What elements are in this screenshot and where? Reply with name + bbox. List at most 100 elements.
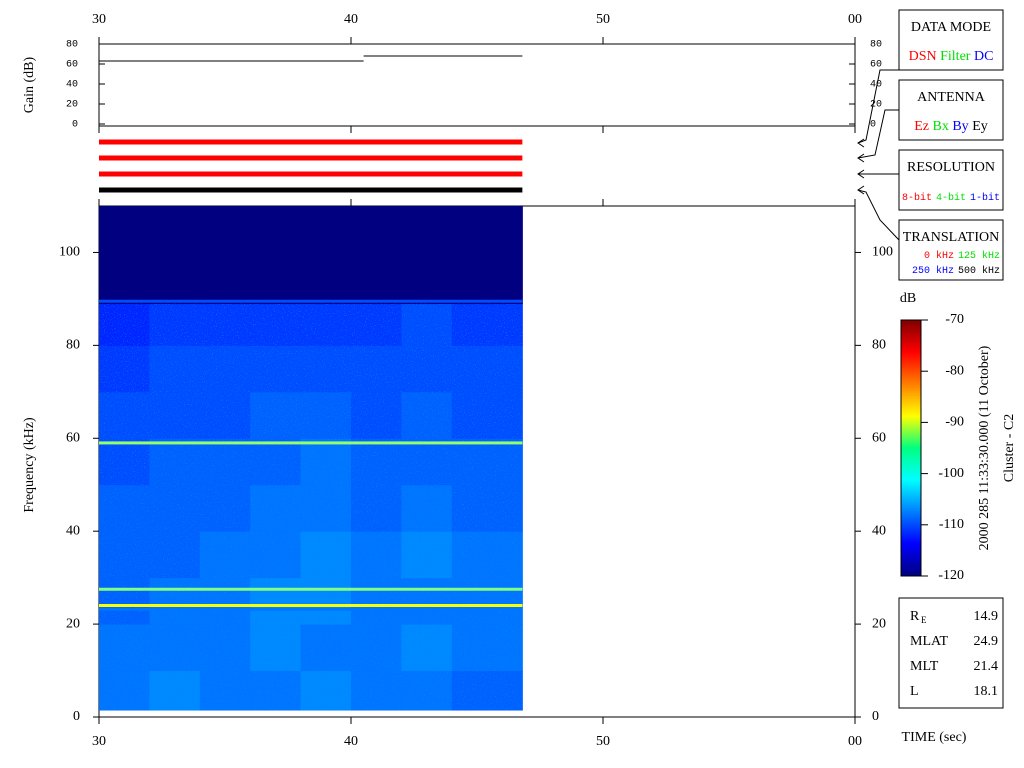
panel-items: 250 kHz 500 kHz <box>912 265 1000 277</box>
panel-item: DC <box>974 49 993 64</box>
status-bar <box>99 139 523 145</box>
heatmap-cell <box>351 206 402 305</box>
info-label: R <box>910 609 920 624</box>
y-axis-label: Gain (dB) <box>22 56 37 113</box>
colorbar-frame <box>900 319 922 577</box>
y-tick-label: 80 <box>66 338 80 353</box>
panel-item: Ez <box>914 119 929 134</box>
y-tick-label: 0 <box>72 120 78 131</box>
heatmap-cell <box>99 206 150 305</box>
panel-item: DSN <box>909 49 937 64</box>
emission-line <box>99 299 523 303</box>
colorbar-tick-label: -110 <box>939 517 964 532</box>
colorbar-label: dB <box>900 291 916 306</box>
colorbar-tick-label: -70 <box>945 312 964 327</box>
panel-item: 1-bit <box>970 192 1000 204</box>
heatmap-cell <box>300 206 352 305</box>
status-bar <box>99 187 523 193</box>
panel-item: 250 kHz <box>912 265 954 277</box>
heatmap-cell <box>250 206 302 305</box>
y-tick-label: 0 <box>73 709 80 724</box>
colorbar-tick-label: -90 <box>945 415 964 430</box>
x-tick-label: 30 <box>92 12 106 27</box>
y-tick-label: 100 <box>59 245 80 260</box>
y-tick-label: 60 <box>66 60 78 71</box>
status-bar <box>99 171 523 177</box>
colorbar-tick-label: -100 <box>938 466 964 481</box>
panel-item: 4-bit <box>936 192 966 204</box>
y-tick-label: 60 <box>870 60 882 71</box>
y-tick-label: 40 <box>870 80 882 91</box>
panel-title: ANTENNA <box>917 90 986 105</box>
y-axis-label: Frequency (kHz) <box>22 417 37 513</box>
colorbar-tick-label: -120 <box>938 568 964 583</box>
arrow <box>857 189 900 241</box>
panel-item: 0 kHz <box>924 250 954 262</box>
colorbar-tick-label: -80 <box>945 363 964 378</box>
heatmap-cell <box>149 206 201 305</box>
emission-line <box>99 587 523 591</box>
panel-item: 125 kHz <box>958 250 1000 262</box>
arrow <box>857 109 899 159</box>
y-tick-label: 60 <box>66 430 80 445</box>
panel-item: 500 kHz <box>958 265 1000 277</box>
heatmap-cell <box>199 206 251 305</box>
info-label-sub: E <box>921 615 927 625</box>
arrowhead <box>857 138 865 148</box>
arrow <box>857 69 899 144</box>
x-tick-label: 50 <box>596 12 610 27</box>
arrowhead <box>857 153 865 163</box>
info-label: MLAT <box>910 634 949 649</box>
y-tick-label: 20 <box>872 616 886 631</box>
info-label: L <box>910 684 919 699</box>
panel-item: 8-bit <box>902 192 932 204</box>
info-value: 18.1 <box>974 684 999 699</box>
y-tick-label: 80 <box>870 40 882 51</box>
emission-line <box>99 441 523 445</box>
info-box <box>898 597 1004 709</box>
panel-title: RESOLUTION <box>907 160 995 175</box>
noise-texture <box>99 303 523 711</box>
y-tick-label: 0 <box>872 709 879 724</box>
y-tick-label: 20 <box>66 100 78 111</box>
panel-item: By <box>952 119 968 134</box>
y-tick-label: 0 <box>870 120 876 131</box>
x-tick-label: 40 <box>344 12 358 27</box>
panel-box <box>898 149 1004 211</box>
x-tick-label: 50 <box>596 734 610 749</box>
panel-items: 8-bit 4-bit 1-bit <box>902 192 1000 204</box>
y-tick-label: 20 <box>870 100 882 111</box>
emission-line <box>99 607 523 611</box>
colorbar-gradient <box>901 320 921 576</box>
emission-line <box>99 604 523 608</box>
y-tick-label: 40 <box>872 523 886 538</box>
panel-items: Ez Bx By Ey <box>914 119 988 134</box>
x-tick-label: 30 <box>92 734 106 749</box>
x-axis-label: TIME (sec) <box>902 730 967 745</box>
y-tick-label: 80 <box>872 338 886 353</box>
info-value: 21.4 <box>974 659 999 674</box>
y-tick-label: 40 <box>66 523 80 538</box>
x-tick-label: 00 <box>848 12 862 27</box>
y-tick-label: 40 <box>66 80 78 91</box>
x-tick-label: 00 <box>848 734 862 749</box>
panel-items: DSN Filter DC <box>909 49 994 64</box>
status-bar <box>99 155 523 161</box>
arrowhead <box>857 185 865 195</box>
spacecraft: Cluster - C2 <box>1002 414 1017 482</box>
y-tick-label: 100 <box>872 245 893 260</box>
y-tick-label: 80 <box>66 40 78 51</box>
info-value: 24.9 <box>974 634 999 649</box>
y-tick-label: 60 <box>872 430 886 445</box>
panel-item: Filter <box>940 49 971 64</box>
info-label: MLT <box>910 659 939 674</box>
gain-frame <box>98 43 856 127</box>
panel-box <box>898 219 1004 281</box>
timestamp: 2000 285 11:33:30.000 (11 October) <box>977 345 992 550</box>
panel-title: TRANSLATION <box>903 230 999 245</box>
arrowhead <box>857 169 865 179</box>
panel-title: DATA MODE <box>911 20 991 35</box>
arrows <box>857 69 900 241</box>
y-tick-label: 20 <box>66 616 80 631</box>
